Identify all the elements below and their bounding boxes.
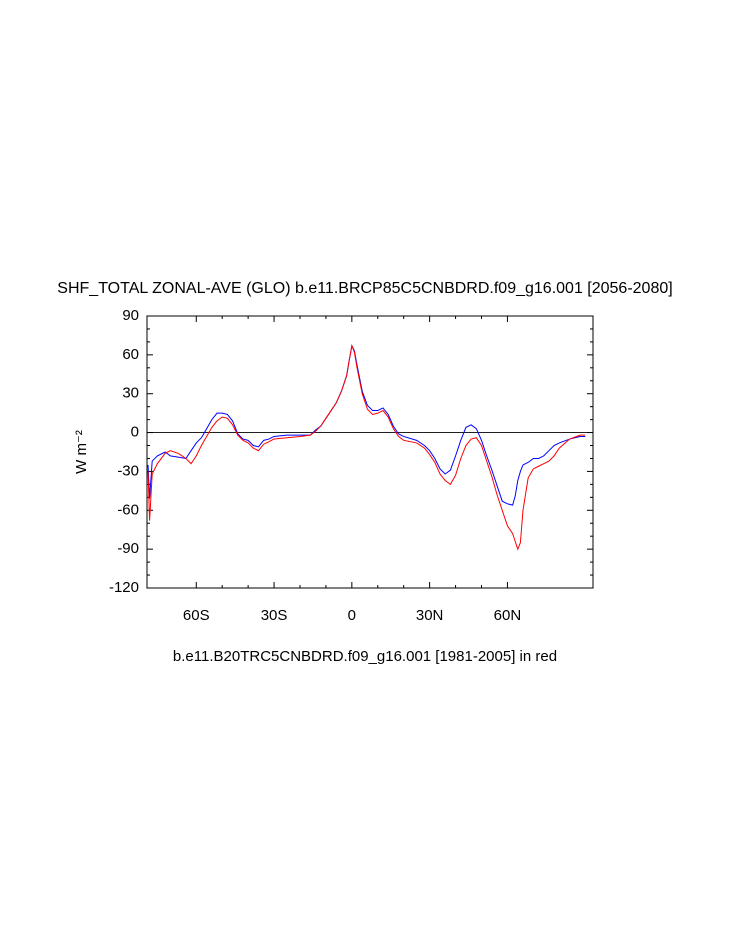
x-axis-label: b.e11.B20TRC5CNBDRD.f09_g16.001 [1981-20… xyxy=(173,648,557,665)
x-tick-label: 60S xyxy=(183,607,210,624)
x-tick-label: 30N xyxy=(416,607,444,624)
y-tick-label: 60 xyxy=(122,346,139,363)
y-tick-label: 30 xyxy=(122,385,139,402)
y-axis-label: W m⁻² xyxy=(73,430,90,474)
data-line xyxy=(147,344,586,506)
y-tick-label: -90 xyxy=(117,540,139,557)
x-tick-label: 30S xyxy=(261,607,288,624)
plot-frame xyxy=(146,315,594,589)
y-tick-label: 0 xyxy=(131,424,139,441)
y-tick-label: 90 xyxy=(122,307,139,324)
x-tick-label: 0 xyxy=(348,607,356,624)
y-tick-label: -120 xyxy=(109,579,139,596)
x-tick-label: 60N xyxy=(494,607,522,624)
y-tick-label: -30 xyxy=(117,462,139,479)
data-line xyxy=(147,343,586,551)
y-tick-label: -60 xyxy=(117,501,139,518)
chart-title: SHF_TOTAL ZONAL-AVE (GLO) b.e11.BRCP85C5… xyxy=(57,280,672,297)
